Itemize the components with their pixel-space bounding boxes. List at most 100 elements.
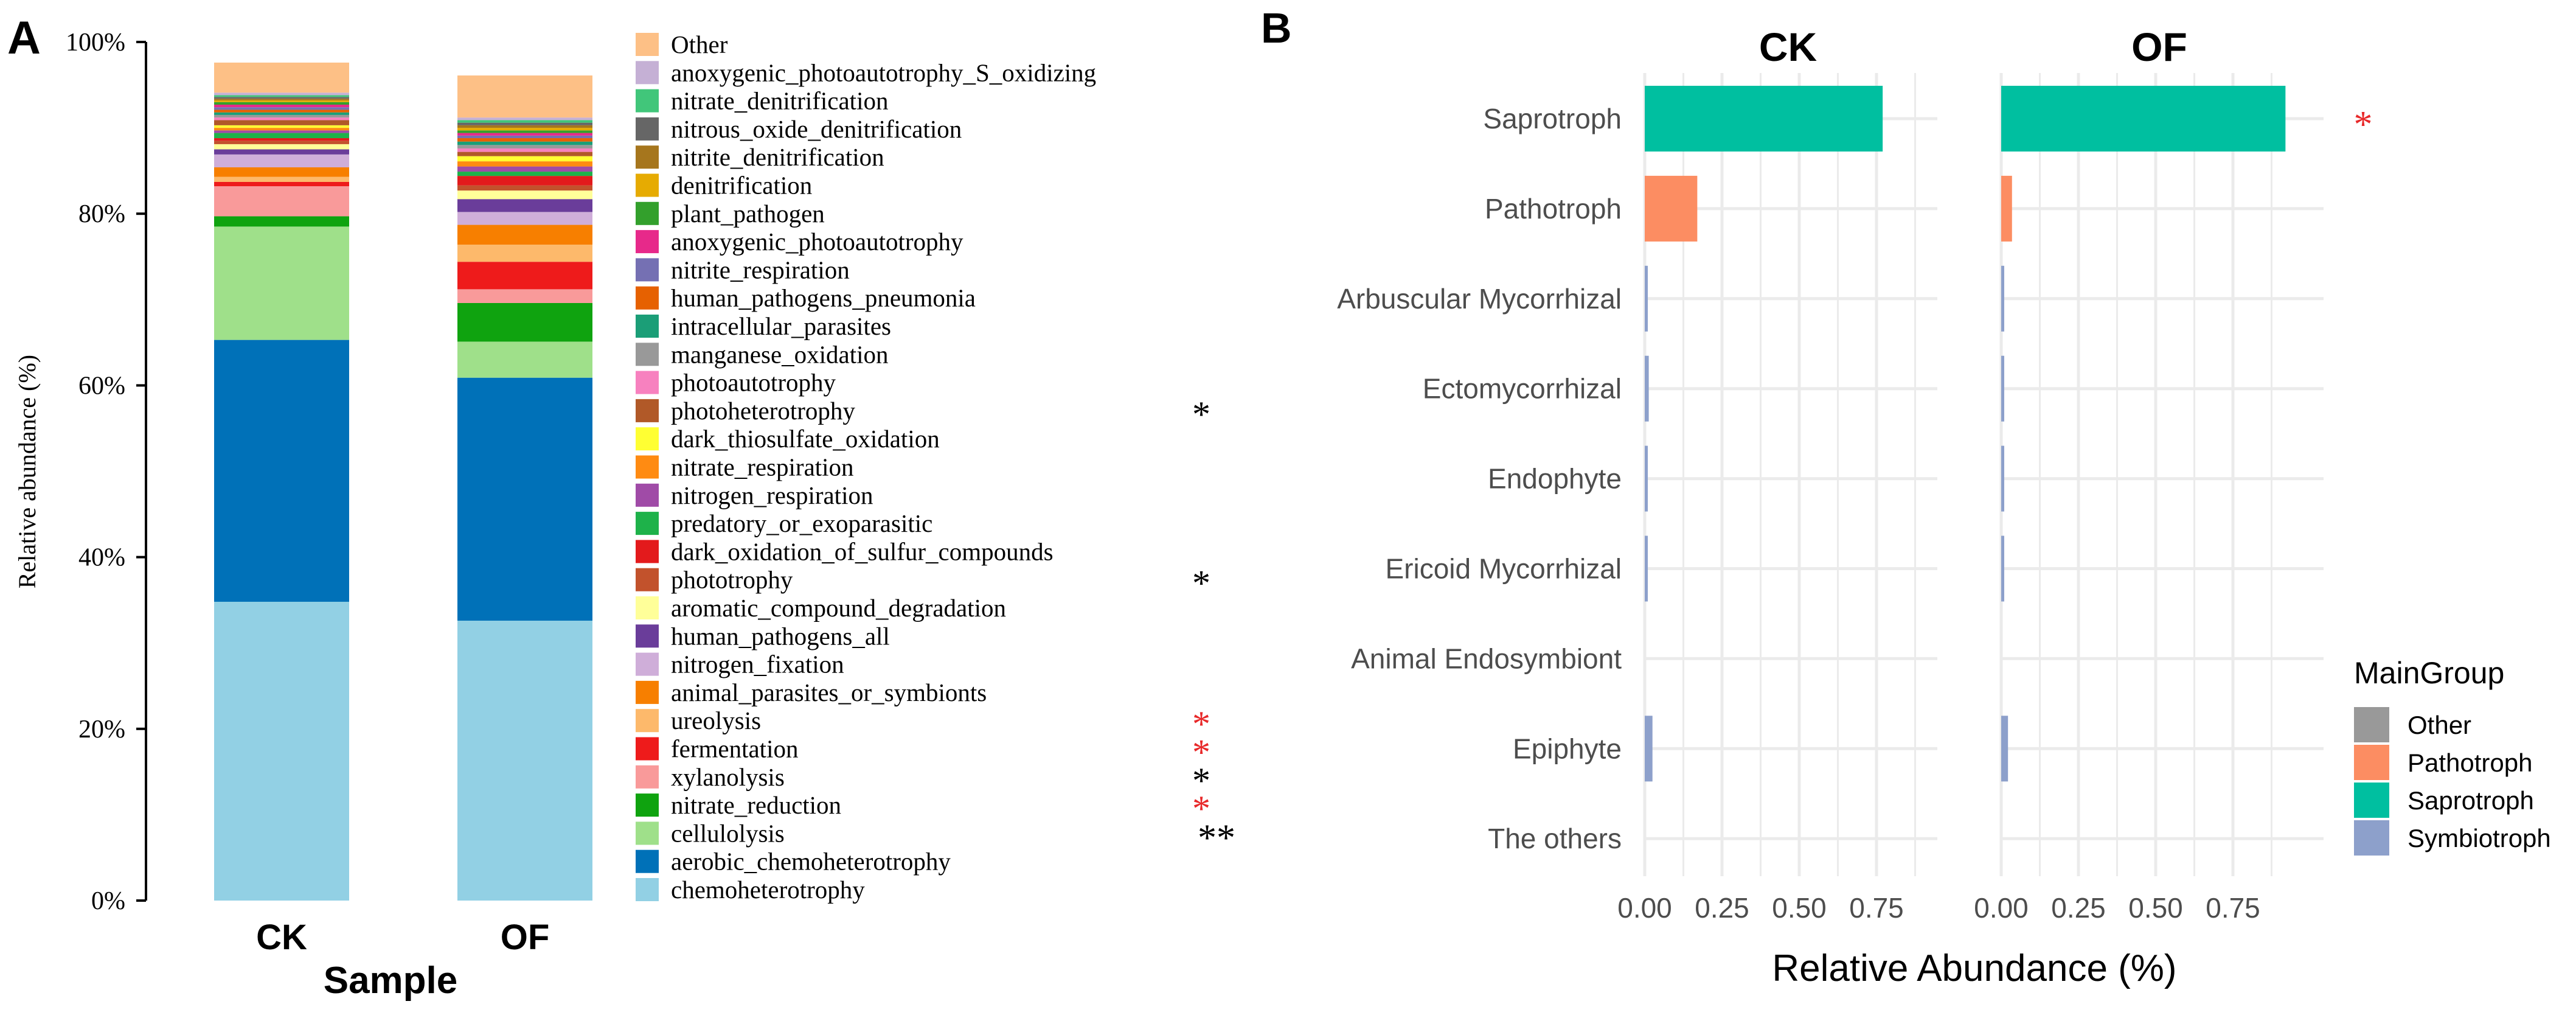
- legend-label-nitrite-denitrification: nitrite_denitrification: [671, 143, 884, 171]
- bar-segment-ck-anoxygenic-photoautotrophy-s-oxidizing: [214, 92, 349, 96]
- legend-swatch-photoautotrophy: [636, 371, 659, 394]
- category-label-ericoid-mycorrhizal: Ericoid Mycorrhizal: [1385, 553, 1622, 585]
- significance-marker-cellulolysis: **: [1198, 817, 1235, 859]
- bar-segment-of-xylanolysis: [457, 289, 592, 303]
- legend-swatch-nitrite-denitrification: [636, 145, 659, 169]
- bar-segment-ck-aerobic-chemoheterotrophy: [214, 340, 349, 602]
- legend-label-anoxygenic-photoautotrophy: anoxygenic_photoautotrophy: [671, 228, 963, 256]
- bar-segment-of-photoheterotrophy: [457, 152, 592, 156]
- legend-swatch-dark-oxidation-of-sulfur-compounds: [636, 540, 659, 563]
- bar-segment-ck-dark-oxidation-of-sulfur-compounds: [214, 138, 349, 141]
- bar-segment-ck-nitrous-oxide-denitrification: [214, 97, 349, 99]
- legend-label-ureolysis: ureolysis: [671, 706, 761, 734]
- y-tick-label: 20%: [78, 716, 125, 744]
- bar-segment-of-plant-pathogen: [457, 130, 592, 133]
- bar-segment-ck-predatory-or-exoparasitic: [214, 133, 349, 139]
- bar-segment-of-fermentation: [457, 262, 592, 290]
- facet-title-ck: CK: [1759, 24, 1817, 69]
- legend-swatch-animal-parasites-or-symbionts: [636, 680, 659, 704]
- y-axis-title: Relative abundance (%): [13, 355, 41, 588]
- bar-segment-ck-animal-parasites-or-symbionts: [214, 167, 349, 177]
- legend-label-human-pathogens-pneumonia: human_pathogens_pneumonia: [671, 284, 976, 312]
- bar-segment-of-nitrous-oxide-denitrification: [457, 122, 592, 125]
- legend-swatch-other: [2354, 707, 2389, 742]
- bar-of-pathotroph: [2001, 175, 2012, 242]
- legend-swatch-nitrogen-fixation: [636, 652, 659, 676]
- legend-label-aerobic-chemoheterotrophy: aerobic_chemoheterotrophy: [671, 848, 951, 876]
- legend-swatch-dark-thiosulfate-oxidation: [636, 427, 659, 451]
- legend-swatch-nitrogen-respiration: [636, 483, 659, 507]
- legend-label-symbiotroph: Symbiotroph: [2408, 824, 2551, 852]
- bar-segment-of-dark-thiosulfate-oxidation: [457, 156, 592, 162]
- legend-swatch-human-pathogens-all: [636, 624, 659, 648]
- bar-segment-ck-human-pathogens-pneumonia: [214, 110, 349, 113]
- bar-segment-ck-nitrogen-respiration: [214, 130, 349, 133]
- legend-label-aromatic-compound-degradation: aromatic_compound_degradation: [671, 594, 1006, 622]
- legend-label-anoxygenic-photoautotrophy-s-oxidizing: anoxygenic_photoautotrophy_S_oxidizing: [671, 58, 1096, 86]
- legend-label-denitrification: denitrification: [671, 172, 812, 200]
- x-tick-label: 0.00: [1974, 892, 2029, 924]
- legend-label-manganese-oxidation: manganese_oxidation: [671, 340, 889, 368]
- legend-swatch-nitrous-oxide-denitrification: [636, 117, 659, 141]
- legend-swatch-xylanolysis: [636, 765, 659, 789]
- legend-swatch-predatory-or-exoparasitic: [636, 512, 659, 535]
- bar-segment-of-aerobic-chemoheterotrophy: [457, 377, 592, 621]
- bar-segment-of-phototrophy: [457, 185, 592, 191]
- y-tick-label: 60%: [78, 372, 125, 400]
- bar-segment-of-manganese-oxidation: [457, 145, 592, 148]
- legend-swatch-aerobic-chemoheterotrophy: [636, 849, 659, 873]
- bar-segment-ck-phototrophy: [214, 141, 349, 144]
- facet-title-of: OF: [2131, 24, 2187, 69]
- x-tick-label: 0.00: [1617, 892, 1672, 924]
- significance-marker-saprotroph: *: [2354, 104, 2373, 145]
- bar-segment-of-nitrogen-fixation: [457, 212, 592, 225]
- category-label-pathotroph: Pathotroph: [1485, 193, 1622, 225]
- legend-swatch-aromatic-compound-degradation: [636, 596, 659, 619]
- legend-label-nitrogen-fixation: nitrogen_fixation: [671, 650, 844, 678]
- legend-label-pathotroph: Pathotroph: [2408, 748, 2533, 777]
- bar-ck-ectomycorrhizal: [1645, 355, 1649, 422]
- panel-b-label: B: [1261, 4, 1292, 52]
- bar-segment-of-denitrification: [457, 128, 592, 131]
- bar-ck-epiphyte: [1645, 716, 1653, 782]
- bar-segment-of-anoxygenic-photoautotrophy-s-oxidizing: [457, 117, 592, 120]
- legend-label-predatory-or-exoparasitic: predatory_or_exoparasitic: [671, 509, 932, 537]
- bar-segment-of-nitrite-denitrification: [457, 125, 592, 128]
- category-label-epiphyte: Epiphyte: [1513, 733, 1622, 764]
- legend-label-nitrate-reduction: nitrate_reduction: [671, 791, 841, 819]
- legend-label-nitrite-respiration: nitrite_respiration: [671, 256, 850, 284]
- x-tick-label: 0.25: [2051, 892, 2106, 924]
- bar-segment-of-anoxygenic-photoautotrophy: [457, 133, 592, 136]
- legend-swatch-anoxygenic-photoautotrophy-s-oxidizing: [636, 61, 659, 85]
- stacked-bar-chart: 0% 20% 40% 60% 80% 100% Relative abundance (%)…: [13, 29, 1235, 1002]
- legend-label-plant-pathogen: plant_pathogen: [671, 200, 825, 228]
- category-label-saprotroph: Saprotroph: [1483, 103, 1622, 134]
- bar-segment-ck-xylanolysis: [214, 186, 349, 217]
- bar-segment-ck-anoxygenic-photoautotrophy: [214, 105, 349, 108]
- legend-label-nitrate-denitrification: nitrate_denitrification: [671, 87, 888, 115]
- bar-ck-saprotroph: [1645, 86, 1883, 152]
- significance-marker-nitrate-reduction: *: [1192, 789, 1210, 829]
- legend-swatch-other: [636, 33, 659, 56]
- bar-segment-of-photoautotrophy: [457, 148, 592, 152]
- bar-segment-of-predatory-or-exoparasitic: [457, 172, 592, 176]
- significance-marker-fermentation: *: [1192, 733, 1210, 773]
- bar-of-ericoid-mycorrhizal: [2001, 535, 2004, 602]
- bar-segment-ck-manganese-oxidation: [214, 114, 349, 118]
- legend-swatch-human-pathogens-pneumonia: [636, 286, 659, 310]
- x-axis-title: Sample: [324, 960, 458, 1002]
- bar-segment-ck-denitrification: [214, 100, 349, 102]
- bar-segment-of-nitrite-respiration: [457, 135, 592, 139]
- bar-segment-of-nitrate-respiration: [457, 161, 592, 167]
- bar-segment-ck-nitrite-respiration: [214, 107, 349, 110]
- bar-segment-ck-intracellular-parasites: [214, 112, 349, 115]
- legend-swatch-chemoheterotrophy: [636, 878, 659, 901]
- legend-swatch-intracellular-parasites: [636, 315, 659, 338]
- legend-swatch-denitrification: [636, 173, 659, 197]
- bar-segment-of-chemoheterotrophy: [457, 621, 592, 901]
- bar-segment-of-dark-oxidation-of-sulfur-compounds: [457, 176, 592, 186]
- legend-swatch-fermentation: [636, 737, 659, 761]
- legend-swatch-photoheterotrophy: [636, 399, 659, 422]
- bar-segment-ck-nitrite-denitrification: [214, 99, 349, 100]
- x-tick-label: 0.75: [2206, 892, 2260, 924]
